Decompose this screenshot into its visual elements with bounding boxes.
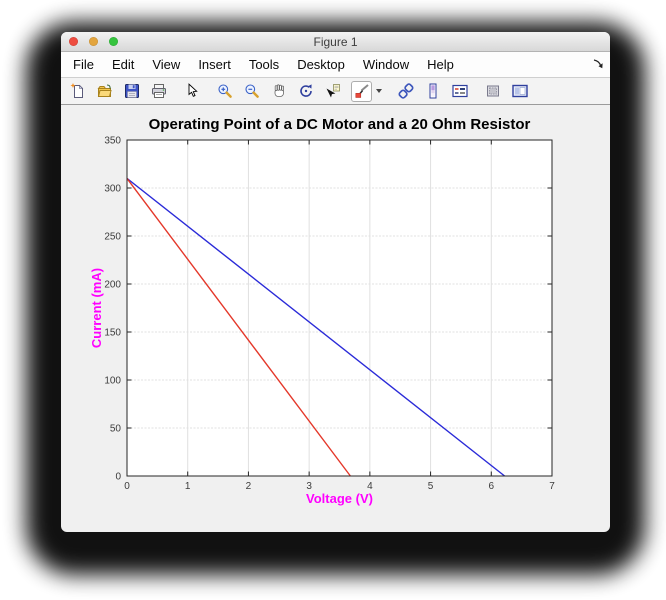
rotate-3d-icon[interactable] [297,82,315,100]
edit-plot-arrow-icon[interactable] [183,82,201,100]
y-tick-label: 100 [104,376,121,387]
x-tick-label: 3 [306,481,312,492]
x-tick-label: 7 [549,481,555,492]
new-figure-icon[interactable] [69,82,87,100]
y-tick-label: 300 [104,184,121,195]
save-figure-icon[interactable] [123,82,141,100]
series-blue-line [126,177,506,477]
insert-colorbar-icon[interactable] [424,82,442,100]
x-tick-label: 0 [124,481,130,492]
plot-area[interactable] [127,140,552,476]
x-tick-label: 1 [185,481,191,492]
pan-hand-icon[interactable] [270,82,288,100]
menu-item-help[interactable]: Help [427,57,454,72]
y-axis-label: Current (mA) [89,268,104,348]
menu-overflow-arrow-icon[interactable] [592,57,604,69]
traffic-lights [69,37,118,46]
show-plot-tools-icon[interactable] [511,82,529,100]
brush-data-icon[interactable] [351,80,372,102]
zoom-out-icon[interactable] [243,82,261,100]
menu-item-file[interactable]: File [73,57,94,72]
menu-bar: File Edit View Insert Tools Desktop Window Help [61,52,610,78]
menu-item-window[interactable]: Window [362,57,410,72]
figure-canvas: 0 1 2 3 4 5 6 7 0 50 100 150 200 250 300 350 Operating P… [61,105,610,532]
zoom-button[interactable] [109,37,118,46]
zoom-in-icon[interactable] [216,82,234,100]
y-tick-label: 350 [104,136,121,147]
x-tick-label: 5 [428,481,434,492]
menu-item-insert[interactable]: Insert [198,57,231,72]
y-tick-label: 150 [104,328,121,339]
close-button[interactable] [69,37,78,46]
hide-plot-tools-icon[interactable] [484,82,502,100]
brush-dropdown-caret-icon[interactable] [376,89,382,93]
menu-item-tools[interactable]: Tools [248,57,280,72]
insert-legend-icon[interactable] [451,82,469,100]
menu-items: File Edit View Insert Tools Desktop Window Help [61,57,463,72]
chart: 0 1 2 3 4 5 6 7 0 50 100 150 200 250 300 350 Operating P… [89,116,555,506]
window-titlebar[interactable]: Figure 1 [61,32,610,52]
x-tick-label: 4 [367,481,373,492]
x-axis-label: Voltage (V) [306,491,373,506]
y-tick-label: 200 [104,280,121,291]
x-tick-label: 2 [246,481,252,492]
menu-item-desktop[interactable]: Desktop [297,57,345,72]
series-red-line [126,177,351,477]
x-tick-label: 6 [489,481,495,492]
y-tick-label: 250 [104,232,121,243]
print-icon[interactable] [150,82,168,100]
y-tick-label: 50 [110,424,122,435]
chart-title: Operating Point of a DC Motor and a 20 O… [149,116,531,133]
open-file-icon[interactable] [96,82,114,100]
y-tick-label: 0 [115,472,121,483]
figure-toolbar [61,78,610,105]
link-plot-icon[interactable] [397,82,415,100]
figure-window: Figure 1 File Edit View Insert Tools Desktop W… [61,32,610,532]
data-cursor-icon[interactable] [324,82,342,100]
axes-box [126,139,553,477]
menu-item-edit[interactable]: Edit [111,57,135,72]
menu-item-view[interactable]: View [152,57,181,72]
window-title: Figure 1 [313,34,358,49]
minimize-button[interactable] [89,37,98,46]
